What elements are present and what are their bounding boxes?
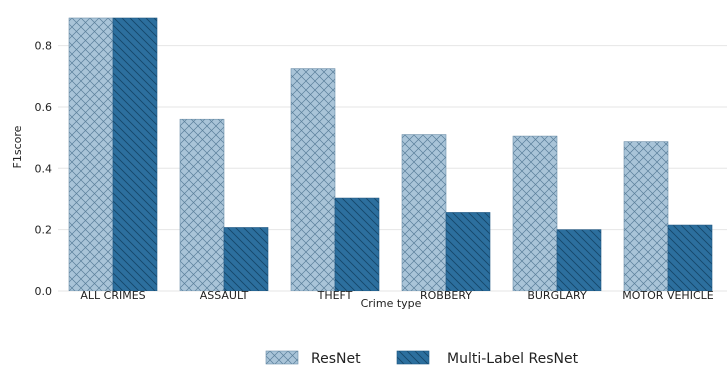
bar-resnet bbox=[401, 134, 447, 291]
x-axis-title: Crime type bbox=[361, 297, 422, 310]
x-tick-label: BURGLARY bbox=[527, 289, 587, 302]
bar-multi-label-resnet bbox=[223, 227, 269, 291]
legend-swatch bbox=[396, 350, 430, 365]
x-tick-label: ALL CRIMES bbox=[80, 289, 145, 302]
legend-label: ResNet bbox=[311, 351, 361, 365]
x-axis: ALL CRIMES ASSAULT THEFT ROBBERY BURGLARY MOT… bbox=[80, 289, 713, 302]
y-tick-label: 0.0 bbox=[35, 285, 53, 298]
y-axis: 0.0 0.2 0.4 0.6 0.8 bbox=[35, 40, 53, 298]
legend-swatch bbox=[265, 350, 299, 365]
bar-multi-label-resnet bbox=[445, 212, 491, 291]
x-tick-label: THEFT bbox=[317, 289, 353, 302]
bar-resnet bbox=[68, 17, 114, 291]
y-axis-title: F1score bbox=[11, 125, 24, 168]
bar-multi-label-resnet bbox=[556, 229, 602, 291]
y-tick-label: 0.4 bbox=[35, 162, 53, 175]
gridlines bbox=[58, 45, 727, 292]
bar-resnet bbox=[290, 68, 336, 291]
bar-resnet bbox=[179, 118, 225, 291]
bar-multi-label-resnet bbox=[112, 17, 158, 291]
bar-resnet bbox=[512, 135, 558, 291]
bar-multi-label-resnet bbox=[667, 224, 713, 291]
bars bbox=[68, 17, 713, 291]
x-tick-label: ROBBERY bbox=[420, 289, 472, 302]
bar-multi-label-resnet bbox=[334, 197, 380, 291]
y-tick-label: 0.8 bbox=[35, 40, 53, 53]
legend-label: Multi-Label ResNet bbox=[447, 351, 579, 365]
legend: ResNet Multi-Label ResNet bbox=[265, 350, 579, 365]
x-tick-label: ASSAULT bbox=[200, 289, 249, 302]
y-tick-label: 0.2 bbox=[35, 224, 53, 237]
x-tick-label: MOTOR VEHICLE bbox=[622, 289, 713, 302]
bar-resnet bbox=[623, 141, 669, 291]
y-tick-label: 0.6 bbox=[35, 101, 53, 114]
